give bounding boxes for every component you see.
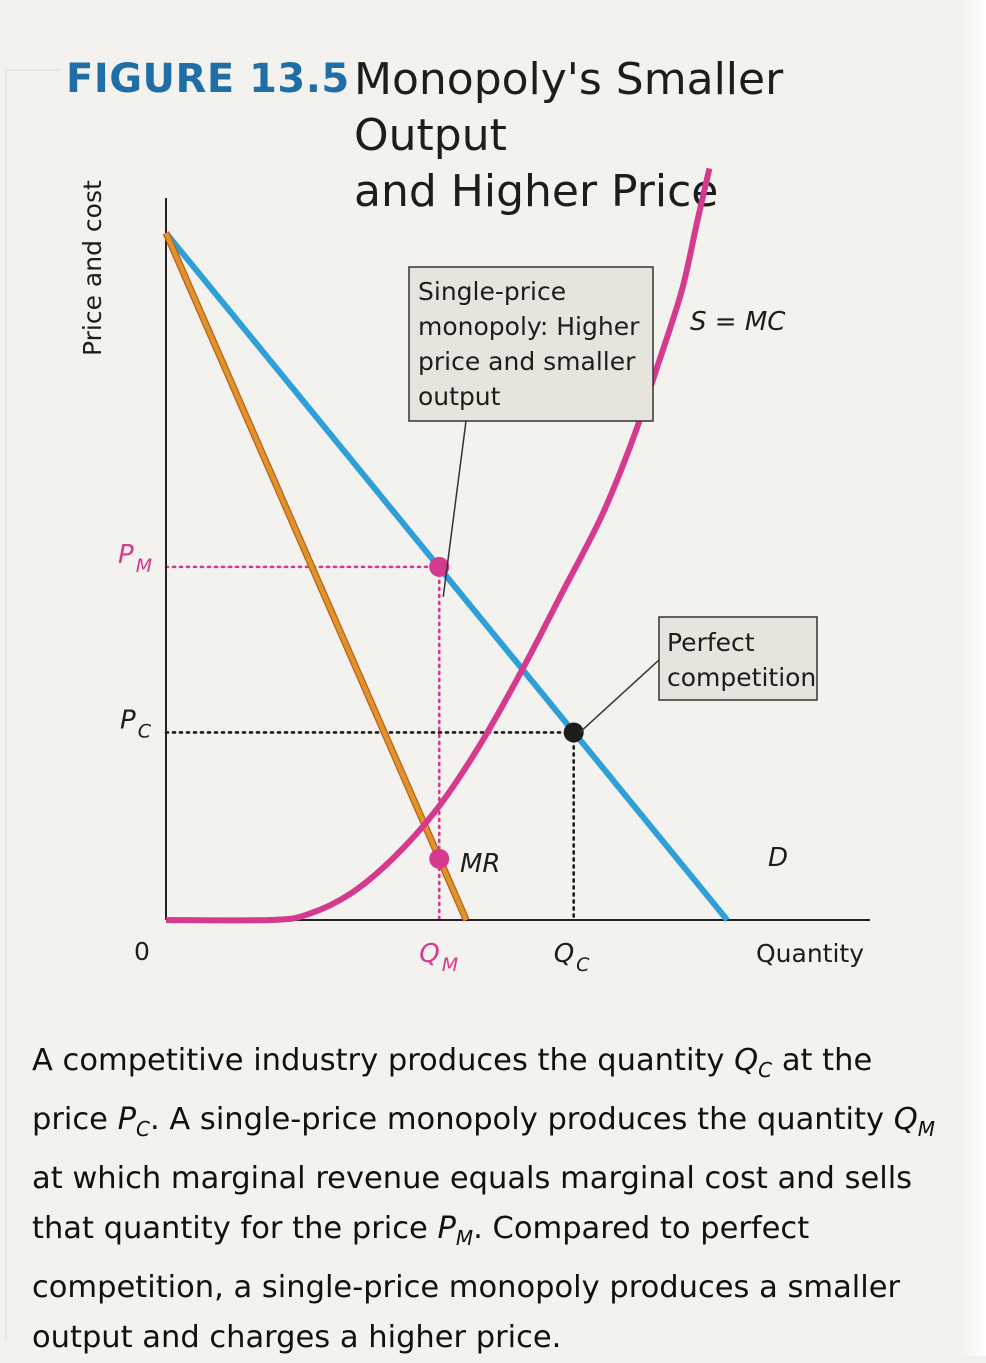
annotation-monopoly-line-1: Single-price <box>418 277 566 306</box>
annotation-competition-leader <box>579 659 660 734</box>
caption-segment: at the price <box>32 1043 873 1138</box>
caption-segment: C <box>136 1117 150 1142</box>
guide-lines <box>164 565 575 922</box>
figure-title-line-1: Monopoly's Smaller Output <box>354 54 784 161</box>
caption-segment: M <box>917 1117 936 1142</box>
y-axis-label: Price and cost <box>78 180 107 356</box>
figure-title-line-2: and Higher Price <box>354 166 719 217</box>
annotation-monopoly-line-3: price and smaller <box>418 347 636 376</box>
page-edge-shade <box>960 0 986 1356</box>
caption-segment: . Compared to perfect competition, a sin… <box>32 1211 901 1356</box>
annotation-competition-line-1: Perfect <box>667 628 755 657</box>
points <box>429 556 584 869</box>
annotation-competition-line-2: competition <box>667 663 816 692</box>
annotation-monopoly-leader <box>442 420 467 597</box>
caption-segment: Q <box>734 1043 759 1078</box>
monopoly-chart: Price and cost Quantity 0 P M P C Q M Q C D MR S = MC… <box>78 167 870 976</box>
caption-segment: A competitive industry produces the quan… <box>32 1043 735 1078</box>
caption-segment: P <box>117 1102 137 1138</box>
caption-segment: at which marginal revenue equals margina… <box>32 1161 913 1247</box>
point-monopoly-price <box>429 556 450 577</box>
labels: Price and cost Quantity 0 P M P C Q M Q C D MR S = MC <box>78 180 864 976</box>
origin-label: 0 <box>134 937 150 966</box>
label-mr: MR <box>460 849 501 879</box>
point-competitive-equilibrium <box>563 722 584 743</box>
figure-caption: A competitive industry produces the quan… <box>32 1036 952 1363</box>
label-s-mc: S = MC <box>690 307 786 337</box>
annotations: Single-price monopoly: Higher price and sm… <box>408 266 818 734</box>
caption-segment: C <box>758 1058 773 1083</box>
annotation-competition-box <box>658 616 818 701</box>
caption-segment: P <box>437 1211 456 1247</box>
caption-segment: M <box>455 1226 474 1251</box>
annotation-monopoly-line-4: output <box>418 382 501 411</box>
annotation-monopoly-line-2: monopoly: Higher <box>418 312 640 341</box>
figure-title: Monopoly's Smaller Output and Higher Pri… <box>354 52 934 220</box>
caption-segment: . A single-price monopoly produces the q… <box>149 1102 894 1138</box>
caption-segment: Q <box>893 1102 918 1138</box>
x-axis-label: Quantity <box>756 939 864 968</box>
figure-number: FIGURE 13.5 <box>66 56 350 102</box>
label-d: D <box>768 843 788 873</box>
curve-s-mc <box>165 167 713 924</box>
annotation-monopoly-box <box>408 266 654 422</box>
curve-mr <box>163 232 469 921</box>
point-mr-equals-mc <box>429 848 450 869</box>
